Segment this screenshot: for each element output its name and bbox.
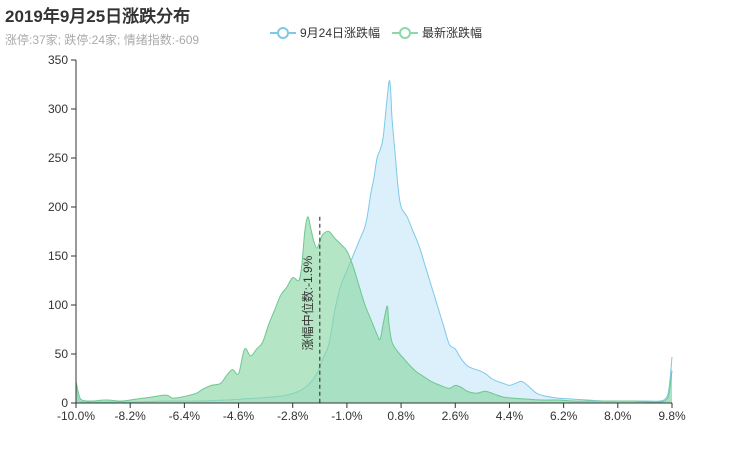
y-tick-label-3: 150 <box>48 249 68 263</box>
annotation-layer: 涨幅中位数:-1.9% <box>300 216 321 403</box>
series-line-1 <box>75 216 673 403</box>
line-circle-icon <box>392 26 419 39</box>
x-tick-label-1: -8.2% <box>115 409 147 423</box>
y-tick-label-1: 50 <box>55 347 69 361</box>
legend-item-latest[interactable]: 最新涨跌幅 <box>392 24 482 41</box>
series-area-1 <box>76 216 672 403</box>
y-tick-label-4: 200 <box>48 200 68 214</box>
chart-title: 2019年9月25日涨跌分布 <box>5 7 191 26</box>
y-tick-label-0: 0 <box>61 396 68 410</box>
chart-subtitle: 涨停:37家; 跌停:24家; 情绪指数:-609 <box>5 33 200 47</box>
x-tick-label-7: 2.6% <box>442 409 470 423</box>
legend-item-prev[interactable]: 9月24日涨跌幅 <box>270 24 380 41</box>
x-tick-label-5: -1.0% <box>331 409 363 423</box>
series-layer <box>75 80 673 403</box>
y-tick-label-6: 300 <box>48 102 68 116</box>
line-circle-icon <box>270 26 296 39</box>
x-tick-label-9: 6.2% <box>550 409 578 423</box>
legend: 9月24日涨跌幅 最新涨跌幅 <box>270 24 494 41</box>
x-tick-label-11: 9.8% <box>658 409 686 423</box>
x-tick-label-8: 4.4% <box>496 409 524 423</box>
axis-layer: 0 50 100 150 200 250 300 350 -10.0% -8.2% -6.4% -4.… <box>48 53 686 423</box>
x-tick-label-6: 0.8% <box>387 409 415 423</box>
series-area-0 <box>76 80 672 403</box>
x-tick-label-3: -4.6% <box>223 409 255 423</box>
y-tick-label-5: 250 <box>48 151 68 165</box>
x-tick-label-2: -6.4% <box>169 409 201 423</box>
y-tick-label-2: 100 <box>48 298 68 312</box>
x-tick-label-4: -2.8% <box>277 409 309 423</box>
x-tick-label-0: -10.0% <box>57 409 95 423</box>
median-label: 涨幅中位数:-1.9% <box>300 255 315 350</box>
x-tick-label-10: 8.0% <box>604 409 632 423</box>
y-tick-label-7: 350 <box>48 53 68 67</box>
legend-label-prev: 9月24日涨跌幅 <box>300 26 381 40</box>
legend-label-latest: 最新涨跌幅 <box>422 26 483 40</box>
